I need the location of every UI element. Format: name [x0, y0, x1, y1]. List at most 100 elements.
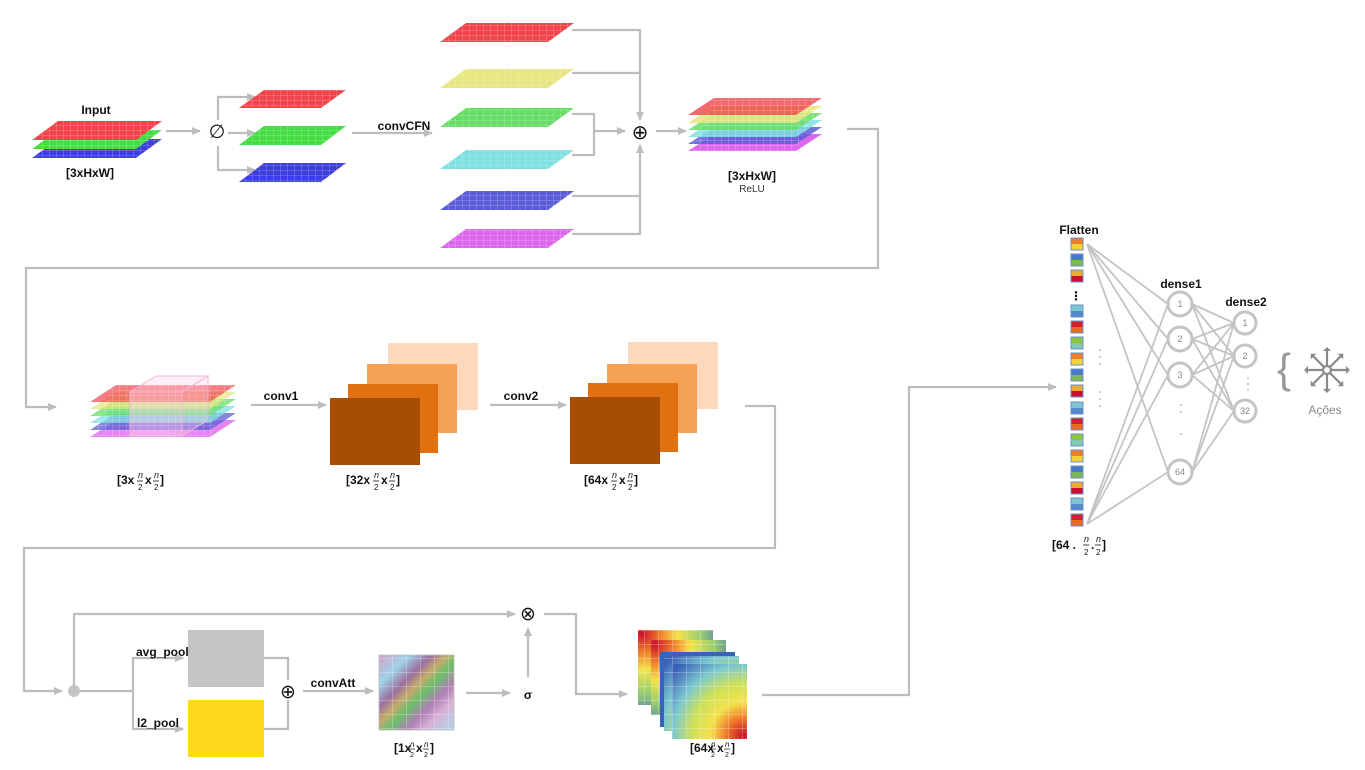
flatten-ellipsis: ⋮	[1070, 289, 1082, 303]
svg-text:x: x	[145, 473, 152, 487]
neuron-node: 2	[1166, 325, 1194, 353]
flatten-tile	[1070, 320, 1084, 334]
neuron-node: 1	[1166, 290, 1194, 318]
svg-text:]: ]	[1102, 538, 1106, 552]
svg-text:n: n	[138, 470, 143, 480]
neuron-label: 1	[1177, 299, 1182, 309]
svg-text:[64 .: [64 .	[1052, 538, 1076, 552]
dense-edge	[1191, 355, 1235, 376]
svg-text:[64x: [64x	[690, 741, 714, 755]
conv2-label: conv2	[504, 389, 539, 403]
neuron-node: 3	[1166, 361, 1194, 389]
cfn-outputs	[440, 23, 574, 248]
flatten-tile	[1070, 497, 1084, 511]
svg-text:[64x: [64x	[584, 473, 608, 487]
arrow-to-weighted-maps	[544, 612, 628, 698]
arrow-to-flatten	[762, 383, 1057, 697]
svg-text:2: 2	[390, 483, 395, 492]
arrow-l2-pool	[131, 691, 184, 733]
dense-edge	[1086, 243, 1169, 376]
input-cube	[90, 375, 236, 437]
dense2-title: dense2	[1225, 295, 1267, 309]
neuron-node: 64	[1166, 458, 1194, 486]
svg-text:2: 2	[612, 483, 617, 492]
svg-text:2: 2	[1096, 548, 1101, 557]
svg-text:2: 2	[374, 483, 379, 492]
flatten-tile	[1070, 481, 1084, 495]
svg-text:n: n	[725, 740, 730, 749]
svg-text:x: x	[717, 741, 724, 755]
flatten-shape: [64 . n 2 . n 2 ]	[1052, 534, 1106, 557]
dense-edge	[1191, 355, 1235, 473]
avg-pool-map	[188, 630, 264, 687]
svg-text:x: x	[416, 741, 423, 755]
attention-shape: [1x n 2 x n 2 ]	[394, 740, 434, 759]
dense-edge	[1086, 243, 1169, 305]
flatten-title: Flatten	[1059, 223, 1098, 237]
neuron-label: 64	[1175, 467, 1185, 477]
svg-text:n: n	[1084, 534, 1089, 544]
arrow-split-red	[216, 93, 256, 120]
conv1-shape: [32x n 2 x n 2 ]	[346, 470, 400, 492]
flatten-tile	[1070, 237, 1084, 251]
connector-row2-row3	[22, 404, 777, 695]
dense-edge	[1191, 303, 1235, 412]
svg-text:n: n	[424, 740, 429, 749]
svg-text:2: 2	[1084, 548, 1089, 557]
multiply-symbol: ⊗	[520, 604, 536, 625]
svg-text:n: n	[410, 740, 415, 749]
svg-text:2: 2	[711, 752, 715, 759]
svg-text:n: n	[711, 740, 716, 749]
flatten-tile	[1070, 401, 1084, 415]
arrow-avg-merge	[264, 656, 290, 680]
svg-text:2: 2	[154, 483, 159, 492]
neuron-label: 2	[1242, 351, 1247, 361]
flatten-tile	[1070, 384, 1084, 398]
svg-text:n: n	[390, 470, 395, 480]
neuron-node: 1	[1232, 310, 1258, 336]
neuron-label: 3	[1177, 370, 1182, 380]
svg-text:2: 2	[628, 483, 633, 492]
neuron-node: 2	[1232, 343, 1258, 369]
dense-edge	[1191, 410, 1235, 473]
conv2-feature-maps	[570, 342, 718, 464]
neuron-label: 2	[1177, 334, 1182, 344]
conv2-shape: [64x n 2 x n 2 ]	[584, 470, 638, 492]
dense-edge	[1191, 338, 1235, 357]
flatten-tile	[1070, 417, 1084, 431]
weighted-feature-maps	[638, 630, 747, 739]
attention-map	[378, 654, 455, 731]
svg-text:]: ]	[396, 473, 400, 487]
actions-label: Ações	[1308, 403, 1341, 417]
svg-text:x: x	[381, 473, 388, 487]
flatten-tile	[1070, 513, 1084, 527]
svg-text:n: n	[374, 470, 379, 480]
dense-edge	[1086, 374, 1169, 525]
svg-text:[32x: [32x	[346, 473, 370, 487]
direction-arrows-icon	[1304, 347, 1350, 393]
svg-text:n: n	[612, 470, 617, 480]
flatten-tile	[1070, 352, 1084, 366]
dense-edge	[1191, 322, 1235, 376]
dense-connections	[1086, 243, 1235, 525]
arrow-l2-merge	[264, 700, 290, 731]
svg-text:]: ]	[430, 741, 434, 755]
svg-text:2: 2	[138, 483, 143, 492]
split-channels	[239, 90, 346, 182]
flatten-tile	[1070, 465, 1084, 479]
sigma-symbol: σ	[524, 688, 532, 702]
dense-edge	[1086, 338, 1169, 525]
dense-edge	[1191, 303, 1235, 324]
neuron-node: 32	[1232, 398, 1258, 424]
add-symbol: ⊕	[632, 122, 649, 144]
arrow-skip-multiply	[72, 610, 516, 685]
svg-text:2: 2	[410, 752, 414, 759]
svg-text:n: n	[628, 470, 633, 480]
svg-text:.: .	[1091, 538, 1094, 552]
cfn-merge-arrows	[572, 28, 644, 236]
l2-pool-label: l2_pool	[137, 716, 179, 730]
dense1-title: dense1	[1160, 277, 1202, 291]
actions-brace: {	[1277, 345, 1291, 392]
dense-edge	[1191, 374, 1235, 412]
